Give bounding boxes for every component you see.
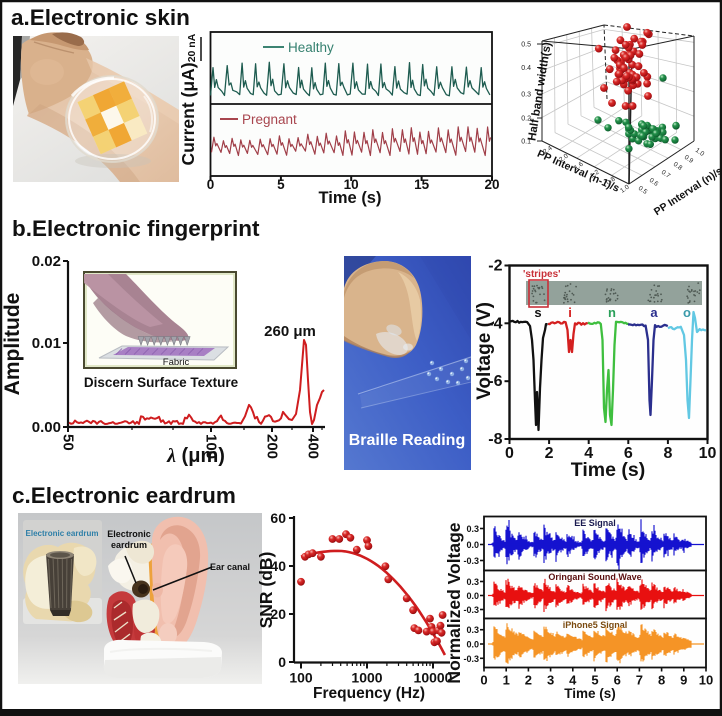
svg-text:iPhone5 Signal: iPhone5 Signal — [563, 620, 628, 630]
svg-text:Healthy: Healthy — [288, 40, 334, 55]
svg-text:-4: -4 — [488, 315, 502, 332]
svg-text:200: 200 — [264, 434, 281, 459]
svg-text:4: 4 — [584, 445, 593, 462]
svg-text:Frequency (Hz): Frequency (Hz) — [313, 685, 425, 702]
svg-text:0.3: 0.3 — [521, 92, 531, 99]
svg-text:b.Electronic fingerprint: b.Electronic fingerprint — [12, 216, 260, 241]
svg-text:-0.3: -0.3 — [463, 654, 479, 664]
svg-text:8: 8 — [663, 445, 672, 462]
svg-text:Time (s): Time (s) — [564, 686, 616, 701]
svg-text:100: 100 — [203, 434, 220, 459]
svg-text:Current (μA): Current (μA) — [178, 62, 198, 165]
svg-text:0.8: 0.8 — [605, 176, 617, 187]
svg-text:-0.3: -0.3 — [463, 556, 479, 566]
svg-text:0.0: 0.0 — [466, 640, 479, 650]
svg-text:0.3: 0.3 — [466, 625, 479, 635]
svg-text:c.Electronic eardrum: c.Electronic eardrum — [12, 483, 236, 508]
svg-text:λ (μm): λ (μm) — [166, 445, 225, 467]
svg-text:-2: -2 — [488, 258, 502, 275]
svg-text:60: 60 — [270, 510, 286, 526]
svg-text:2.0: 2.0 — [558, 153, 570, 164]
svg-text:20: 20 — [484, 177, 499, 192]
svg-text:0: 0 — [505, 445, 514, 462]
svg-text:0.0: 0.0 — [466, 591, 479, 601]
svg-text:s: s — [534, 305, 541, 320]
svg-text:0.02: 0.02 — [32, 253, 61, 270]
svg-text:400: 400 — [305, 434, 322, 459]
svg-text:-8: -8 — [488, 431, 502, 448]
svg-text:n: n — [608, 305, 616, 320]
svg-text:0.00: 0.00 — [32, 419, 61, 436]
svg-text:2.4: 2.4 — [542, 145, 554, 156]
svg-text:0.9: 0.9 — [683, 154, 695, 165]
svg-text:SNR (dB): SNR (dB) — [256, 552, 276, 629]
svg-text:1.0: 1.0 — [694, 147, 706, 158]
svg-text:9: 9 — [680, 673, 687, 688]
svg-text:10000: 10000 — [414, 670, 453, 686]
svg-text:0: 0 — [278, 654, 286, 670]
svg-text:1: 1 — [503, 673, 510, 688]
svg-text:6: 6 — [624, 445, 633, 462]
svg-text:0.5: 0.5 — [521, 42, 531, 49]
svg-text:Normalized Voltage: Normalized Voltage — [444, 522, 464, 683]
svg-text:0.1: 0.1 — [521, 139, 531, 146]
svg-text:0: 0 — [207, 177, 215, 192]
svg-text:o: o — [683, 305, 691, 320]
svg-text:0.8: 0.8 — [672, 161, 684, 172]
svg-text:Voltage (V): Voltage (V) — [474, 302, 495, 400]
svg-text:100: 100 — [289, 670, 313, 686]
svg-text:2: 2 — [545, 445, 554, 462]
svg-text:0: 0 — [480, 673, 487, 688]
svg-text:0.01: 0.01 — [32, 335, 61, 352]
svg-text:7: 7 — [636, 673, 643, 688]
svg-text:EE Signal: EE Signal — [574, 518, 616, 528]
svg-text:10: 10 — [699, 673, 713, 688]
svg-text:5: 5 — [591, 673, 598, 688]
svg-text:0.3: 0.3 — [466, 524, 479, 534]
svg-text:260 μm: 260 μm — [264, 323, 316, 340]
svg-text:1000: 1000 — [351, 670, 382, 686]
svg-text:0.5: 0.5 — [637, 185, 649, 196]
svg-text:40: 40 — [270, 558, 286, 574]
svg-text:1.6: 1.6 — [573, 161, 585, 172]
svg-text:20: 20 — [270, 606, 286, 622]
svg-text:Electronic eardrum: Electronic eardrum — [26, 529, 99, 538]
svg-text:Braille Reading: Braille Reading — [349, 432, 465, 449]
svg-text:0.7: 0.7 — [660, 169, 672, 180]
svg-text:0.0: 0.0 — [466, 540, 479, 550]
svg-text:Amplitude: Amplitude — [1, 293, 24, 396]
svg-text:0.4: 0.4 — [521, 65, 531, 72]
svg-text:1.0: 1.0 — [619, 184, 631, 195]
svg-text:a: a — [650, 305, 658, 320]
svg-text:3: 3 — [547, 673, 554, 688]
svg-text:i: i — [568, 305, 572, 320]
svg-text:0.2: 0.2 — [521, 116, 531, 123]
svg-text:Time (s): Time (s) — [319, 189, 382, 207]
svg-text:Oringani Sound Wave: Oringani Sound Wave — [548, 572, 641, 582]
svg-text:10: 10 — [344, 177, 359, 192]
svg-text:10: 10 — [699, 445, 717, 462]
svg-text:15: 15 — [414, 177, 430, 192]
svg-text:1.2: 1.2 — [589, 169, 601, 180]
svg-text:Time (s): Time (s) — [571, 459, 645, 481]
svg-text:Electronic: Electronic — [107, 529, 151, 539]
svg-text:2: 2 — [525, 673, 532, 688]
svg-text:50: 50 — [60, 434, 77, 451]
svg-text:5: 5 — [277, 177, 285, 192]
svg-text:'stripes': 'stripes' — [523, 269, 561, 280]
svg-text:20 nA: 20 nA — [186, 33, 198, 62]
svg-text:0.3: 0.3 — [466, 577, 479, 587]
svg-text:0.6: 0.6 — [648, 177, 660, 188]
svg-text:6: 6 — [614, 673, 621, 688]
svg-text:Pregnant: Pregnant — [242, 112, 297, 127]
svg-text:a.Electronic skin: a.Electronic skin — [11, 5, 190, 30]
svg-text:8: 8 — [658, 673, 665, 688]
svg-text:4: 4 — [569, 673, 577, 688]
svg-text:Fabric: Fabric — [163, 357, 190, 368]
svg-text:Ear canal: Ear canal — [210, 562, 250, 572]
svg-text:-0.3: -0.3 — [463, 605, 479, 615]
svg-text:-6: -6 — [488, 373, 502, 390]
svg-text:eardrum: eardrum — [111, 540, 147, 550]
svg-text:Discern Surface Texture: Discern Surface Texture — [84, 375, 239, 390]
